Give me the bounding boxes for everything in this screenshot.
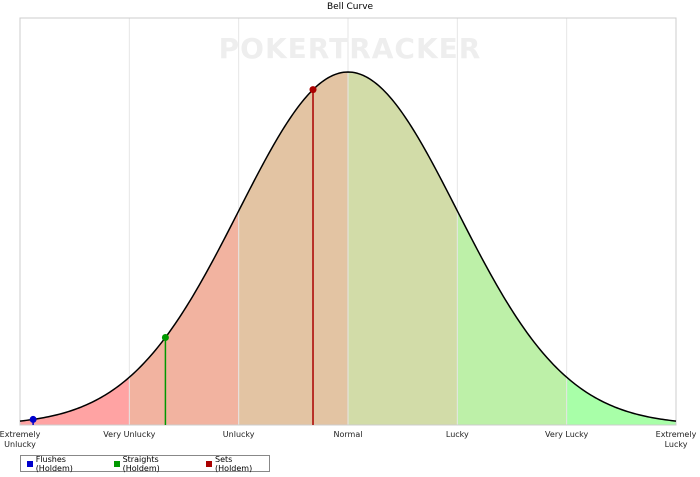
- legend-swatch: [113, 460, 120, 467]
- plot-frame: [19, 17, 677, 426]
- legend-item: Straights (Holdem): [113, 454, 194, 473]
- legend-swatch: [27, 460, 33, 467]
- band: [20, 377, 130, 425]
- marker-dot: [29, 415, 37, 423]
- legend-item: Sets (Holdem): [206, 455, 269, 473]
- legend-item: Flushes (Holdem): [27, 455, 102, 473]
- band: [348, 72, 458, 425]
- x-tick-label: Extremely Unlucky: [0, 430, 41, 449]
- band: [238, 72, 348, 425]
- x-tick-label: Normal: [333, 430, 363, 439]
- watermark: POKERTRACKER: [219, 32, 482, 65]
- x-tick-label: Lucky: [445, 430, 469, 439]
- band: [566, 377, 676, 425]
- bell-curve: [19, 71, 677, 422]
- legend-swatch: [206, 460, 213, 467]
- legend: Flushes (Holdem) Straights (Holdem) Sets (…: [20, 454, 270, 473]
- x-tick-label: Very Lucky: [545, 430, 589, 439]
- chart-title: Bell Curve: [327, 2, 374, 12]
- x-tick-label: Unlucky: [222, 430, 255, 439]
- marker-dot: [309, 86, 317, 94]
- legend-label: Straights (Holdem): [122, 454, 160, 473]
- legend-label: Flushes (Holdem): [35, 454, 73, 473]
- marker-dot: [161, 333, 169, 341]
- x-tick-label: Extremely Lucky: [655, 430, 697, 449]
- legend-label: Sets (Holdem): [215, 454, 253, 473]
- x-tick-label: Very Unlucky: [103, 430, 156, 439]
